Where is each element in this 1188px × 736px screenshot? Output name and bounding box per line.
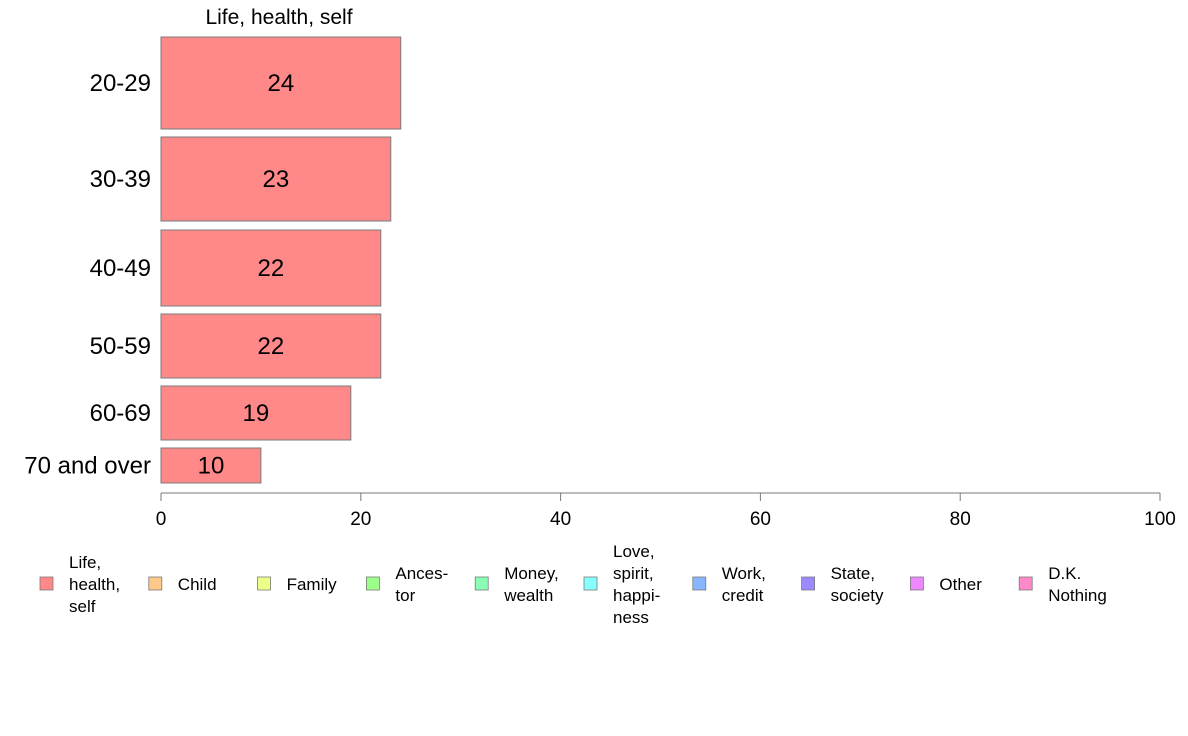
legend-swatch (1018, 576, 1033, 591)
category-label: 40-49 (90, 255, 151, 282)
bar (160, 447, 262, 484)
legend-label: D.K. Nothing (1048, 564, 1107, 605)
legend-swatch (583, 576, 598, 591)
bar (160, 229, 382, 307)
category-label: 60-69 (90, 400, 151, 427)
category-label: 20-29 (90, 70, 151, 97)
legend-label: Ances-tor (395, 564, 448, 605)
data-label: 19 (243, 400, 270, 427)
legend-swatch (257, 576, 272, 591)
data-label: 23 (263, 166, 290, 193)
data-label: 10 (198, 453, 225, 480)
data-label: 22 (258, 255, 285, 282)
bar (160, 36, 402, 130)
legend-label: Child (178, 575, 217, 594)
legend-label: Money, wealth (503, 564, 559, 605)
legend-swatch (910, 576, 924, 591)
x-tick-label: 0 (156, 509, 167, 530)
legend-swatch (39, 576, 54, 591)
legend-swatch (692, 576, 707, 591)
x-tick-label: 100 (1144, 509, 1176, 530)
category-label: 50-59 (90, 333, 151, 360)
legend-label: Life, health, self (69, 553, 120, 616)
legend-label: State, society (831, 564, 884, 605)
data-label: 22 (258, 333, 285, 360)
category-label: 30-39 (90, 166, 151, 193)
x-tick-label: 60 (750, 509, 771, 530)
legend-label: Work, credit (722, 564, 766, 605)
bar (160, 385, 352, 441)
legend-label: Other (939, 575, 982, 594)
x-tick-label: 80 (950, 509, 971, 530)
legend-label: Family (287, 575, 338, 594)
legend-swatch (365, 576, 380, 591)
legend-swatch (474, 576, 489, 591)
category-label: 70 and over (24, 453, 151, 480)
bar (160, 313, 382, 379)
x-tick-label: 20 (350, 509, 371, 530)
data-label: 24 (268, 70, 295, 97)
legend-label: Love, spirit, happi-ness (613, 542, 660, 627)
x-axis: 0 20 40 60 80 100 (156, 492, 1176, 530)
bars: 24 20-29 23 30-39 22 40-49 22 50-59 19 60-69 10 70 … (24, 36, 402, 484)
legend-swatch (801, 576, 815, 591)
legend-swatch (148, 576, 163, 591)
bar (160, 136, 392, 222)
series-title: Life, health, self (205, 6, 352, 29)
legend: Life, health, self Child Family Ances-tor Mone… (39, 542, 1107, 627)
x-tick-label: 40 (550, 509, 571, 530)
